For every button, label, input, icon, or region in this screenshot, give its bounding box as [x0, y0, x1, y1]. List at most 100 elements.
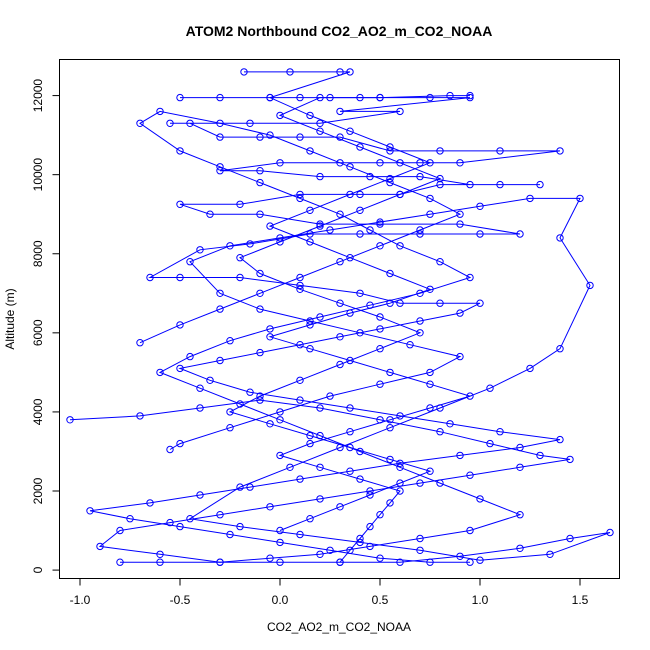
data-point	[226, 242, 234, 250]
data-point	[266, 325, 274, 333]
data-point	[256, 289, 264, 297]
data-point	[136, 119, 144, 128]
data-point	[176, 364, 184, 373]
data-point	[366, 522, 374, 531]
data-point	[426, 368, 434, 377]
data-point	[416, 172, 424, 181]
data-point	[246, 240, 254, 248]
data-point	[366, 226, 374, 234]
data-point	[396, 487, 404, 495]
data-point	[396, 242, 404, 250]
data-point	[466, 93, 474, 102]
data-point	[566, 455, 574, 464]
data-point	[240, 68, 248, 76]
data-point	[416, 230, 424, 238]
data-point	[516, 511, 524, 519]
data-point	[326, 392, 334, 400]
data-point	[246, 483, 254, 491]
data-point	[276, 451, 284, 460]
data-point	[176, 200, 184, 209]
data-point	[556, 435, 564, 444]
y-tick-label: 2000	[31, 477, 45, 504]
data-point	[356, 329, 364, 337]
data-point	[456, 352, 464, 361]
data-point	[316, 220, 324, 228]
data-point	[346, 254, 354, 262]
data-point	[386, 299, 394, 307]
data-point	[316, 93, 324, 102]
data-point	[276, 111, 284, 120]
data-point	[296, 281, 304, 290]
data-point	[236, 200, 244, 209]
data-point	[226, 424, 234, 432]
series-line	[69, 197, 611, 563]
data-point	[196, 491, 204, 499]
data-point	[266, 554, 274, 562]
data-point	[66, 416, 74, 424]
data-point	[356, 143, 364, 151]
series-line	[228, 95, 470, 531]
data-point	[296, 133, 304, 141]
data-point	[276, 538, 284, 547]
data-point	[426, 159, 434, 167]
data-point	[196, 404, 204, 412]
data-point	[426, 210, 434, 218]
data-point	[346, 356, 354, 365]
data-point	[436, 147, 444, 155]
data-point	[566, 534, 574, 543]
data-point	[476, 202, 484, 211]
data-point	[466, 180, 474, 189]
data-point	[246, 388, 254, 396]
data-point	[316, 222, 324, 230]
data-point	[256, 396, 264, 404]
data-point	[426, 93, 434, 102]
data-point	[156, 550, 164, 558]
data-point	[306, 431, 314, 440]
data-point	[216, 305, 224, 313]
data-point	[556, 345, 564, 353]
data-point	[306, 206, 314, 215]
data-point	[236, 254, 244, 262]
data-point	[186, 352, 194, 361]
data-point	[306, 321, 314, 329]
x-tick-label: 1.5	[572, 593, 589, 607]
data-point	[346, 127, 354, 135]
data-point	[196, 246, 204, 254]
data-point	[416, 546, 424, 554]
data-point	[416, 317, 424, 325]
data-point	[176, 321, 184, 329]
data-point	[316, 495, 324, 503]
data-point	[386, 368, 394, 377]
data-point	[136, 412, 144, 420]
x-tick-label: -1.0	[70, 593, 91, 607]
data-point	[336, 333, 344, 341]
data-point	[486, 384, 494, 392]
data-point	[386, 143, 394, 151]
data-point	[256, 167, 264, 175]
data-point	[436, 258, 444, 266]
y-tick-label: 12000	[31, 79, 45, 113]
data-point	[316, 463, 324, 471]
series-line	[89, 71, 561, 563]
data-point	[526, 194, 534, 203]
data-point	[346, 190, 354, 199]
data-point	[576, 194, 584, 203]
data-point	[366, 491, 374, 499]
data-point	[126, 515, 134, 523]
data-point	[266, 420, 274, 428]
data-point	[496, 428, 504, 436]
data-point	[316, 404, 324, 412]
data-point	[376, 380, 384, 388]
data-point	[416, 329, 424, 337]
y-tick-label: 10000	[31, 158, 45, 192]
data-point	[276, 234, 284, 242]
data-point	[336, 159, 344, 167]
data-point	[176, 93, 184, 102]
data-point	[376, 511, 384, 519]
data-point	[146, 273, 154, 282]
data-point	[116, 558, 124, 566]
data-point	[446, 420, 454, 428]
data-point	[176, 522, 184, 531]
data-point	[296, 273, 304, 282]
